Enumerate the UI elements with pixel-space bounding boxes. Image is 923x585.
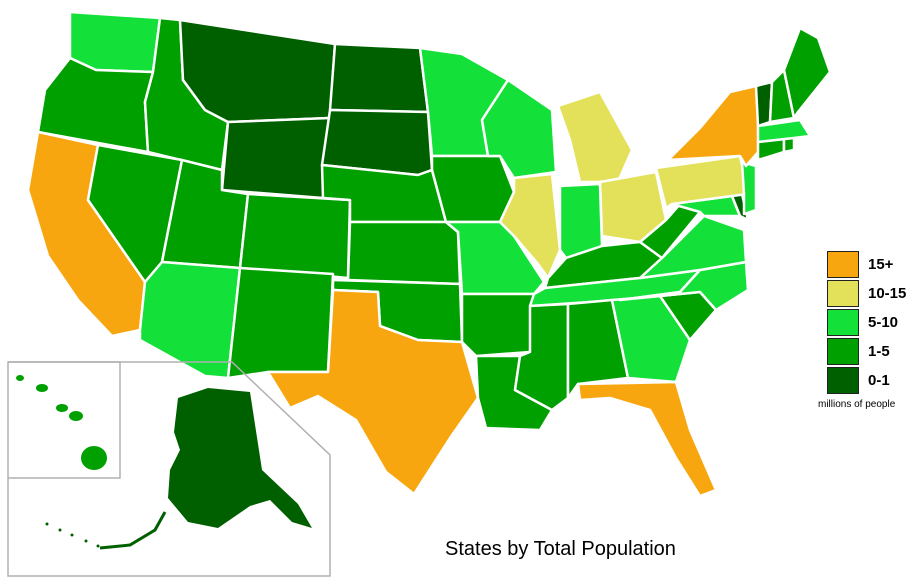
inset-frame bbox=[7, 361, 331, 577]
legend-item: 10-15 bbox=[827, 279, 906, 308]
state-NM bbox=[226, 266, 335, 380]
legend-label: 5-10 bbox=[868, 314, 899, 331]
state-ND bbox=[328, 42, 430, 114]
legend-label: 10-15 bbox=[868, 285, 907, 302]
state-HI bbox=[16, 375, 107, 470]
hawaii-inset-frame bbox=[8, 361, 121, 479]
legend-swatch bbox=[827, 280, 859, 307]
state-KS bbox=[346, 220, 462, 286]
state-MI bbox=[556, 90, 634, 184]
state-SD bbox=[320, 108, 434, 177]
legend-label: 1-5 bbox=[868, 343, 890, 360]
legend-item: 15+ bbox=[827, 250, 906, 279]
legend-item: 0-1 bbox=[827, 366, 906, 395]
state-MT bbox=[178, 18, 337, 124]
state-FL bbox=[576, 380, 718, 498]
legend-swatch bbox=[827, 338, 859, 365]
state-AK bbox=[45, 388, 312, 550]
legend-label: 0-1 bbox=[868, 372, 890, 389]
legend-swatch bbox=[827, 251, 859, 278]
state-CO bbox=[238, 192, 352, 280]
legend-item: 1-5 bbox=[827, 337, 906, 366]
state-AR bbox=[460, 292, 536, 358]
state-TX bbox=[266, 288, 480, 496]
legend-unit: millions of people bbox=[818, 399, 896, 410]
legend-swatch bbox=[827, 367, 859, 394]
state-NJ bbox=[740, 160, 758, 216]
state-WY bbox=[220, 116, 332, 200]
state-AZ bbox=[138, 260, 242, 380]
state-MA bbox=[756, 118, 812, 144]
legend: 15+ 10-15 5-10 1-5 0-1 bbox=[827, 250, 906, 395]
legend-swatch bbox=[827, 309, 859, 336]
state-ME bbox=[782, 26, 832, 120]
state-NY bbox=[666, 84, 762, 168]
map-title: States by Total Population bbox=[445, 538, 676, 560]
state-NC bbox=[618, 260, 750, 312]
state-IL bbox=[498, 172, 562, 280]
legend-item: 5-10 bbox=[827, 308, 906, 337]
state-AL bbox=[566, 298, 630, 400]
state-IA bbox=[430, 154, 516, 224]
legend-label: 15+ bbox=[868, 256, 894, 273]
